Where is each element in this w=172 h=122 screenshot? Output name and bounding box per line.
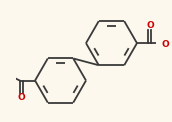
Text: O: O [146, 21, 154, 30]
Text: O: O [17, 93, 25, 102]
Text: O: O [162, 40, 170, 49]
